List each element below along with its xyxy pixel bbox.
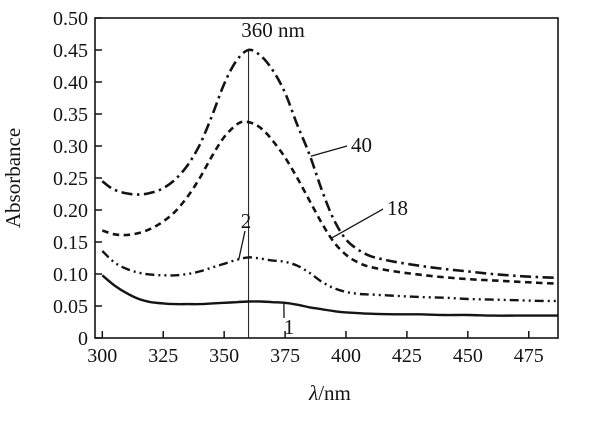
label-conc-40: 40 <box>351 133 372 157</box>
curve-2 <box>102 251 558 301</box>
y-tick-label: 0.45 <box>53 40 88 62</box>
x-tick-label: 450 <box>453 345 483 367</box>
lambda-symbol: λ <box>308 381 318 405</box>
label-conc-1: 1 <box>284 315 295 339</box>
label-conc-2: 2 <box>241 209 252 233</box>
y-tick-label: 0.15 <box>53 232 88 254</box>
leader-conc-18 <box>331 209 383 238</box>
leader-conc-40 <box>311 146 347 156</box>
y-axis-title: Absorbance <box>1 128 25 228</box>
leader-conc-2 <box>239 231 245 259</box>
curve-1 <box>102 275 558 315</box>
y-tick-label: 0.10 <box>53 264 88 286</box>
x-tick-label: 325 <box>148 345 178 367</box>
plot-border <box>95 18 558 338</box>
axes-layer: 300 325 350 375 400 425 450 475 0 0.05 0.10 0.15 0.2… <box>53 8 544 367</box>
y-tick-label: 0.20 <box>53 200 88 222</box>
curve-40 <box>102 50 558 278</box>
curve-18 <box>102 122 558 284</box>
x-tick-label: 400 <box>331 345 361 367</box>
x-axis-title: λ/nm <box>308 381 351 405</box>
leader-lines-layer <box>239 146 383 318</box>
y-tick-label: 0.50 <box>53 8 88 30</box>
peak-wavelength-label: 360 nm <box>241 18 305 42</box>
x-tick-label: 375 <box>270 345 300 367</box>
y-tick-label: 0.30 <box>53 136 88 158</box>
x-tick-label: 425 <box>392 345 422 367</box>
label-conc-18: 18 <box>387 196 408 220</box>
x-tick-label: 350 <box>209 345 239 367</box>
y-tick-label: 0.05 <box>53 296 88 318</box>
curves-layer <box>102 50 558 316</box>
y-tick-label: 0.25 <box>53 168 88 190</box>
x-tick-label: 300 <box>87 345 117 367</box>
x-tick-label: 475 <box>514 345 544 367</box>
x-axis-unit: /nm <box>318 381 351 405</box>
y-tick-label: 0 <box>78 328 88 350</box>
y-tick-label: 0.35 <box>53 104 88 126</box>
y-tick-label: 0.40 <box>53 72 88 94</box>
